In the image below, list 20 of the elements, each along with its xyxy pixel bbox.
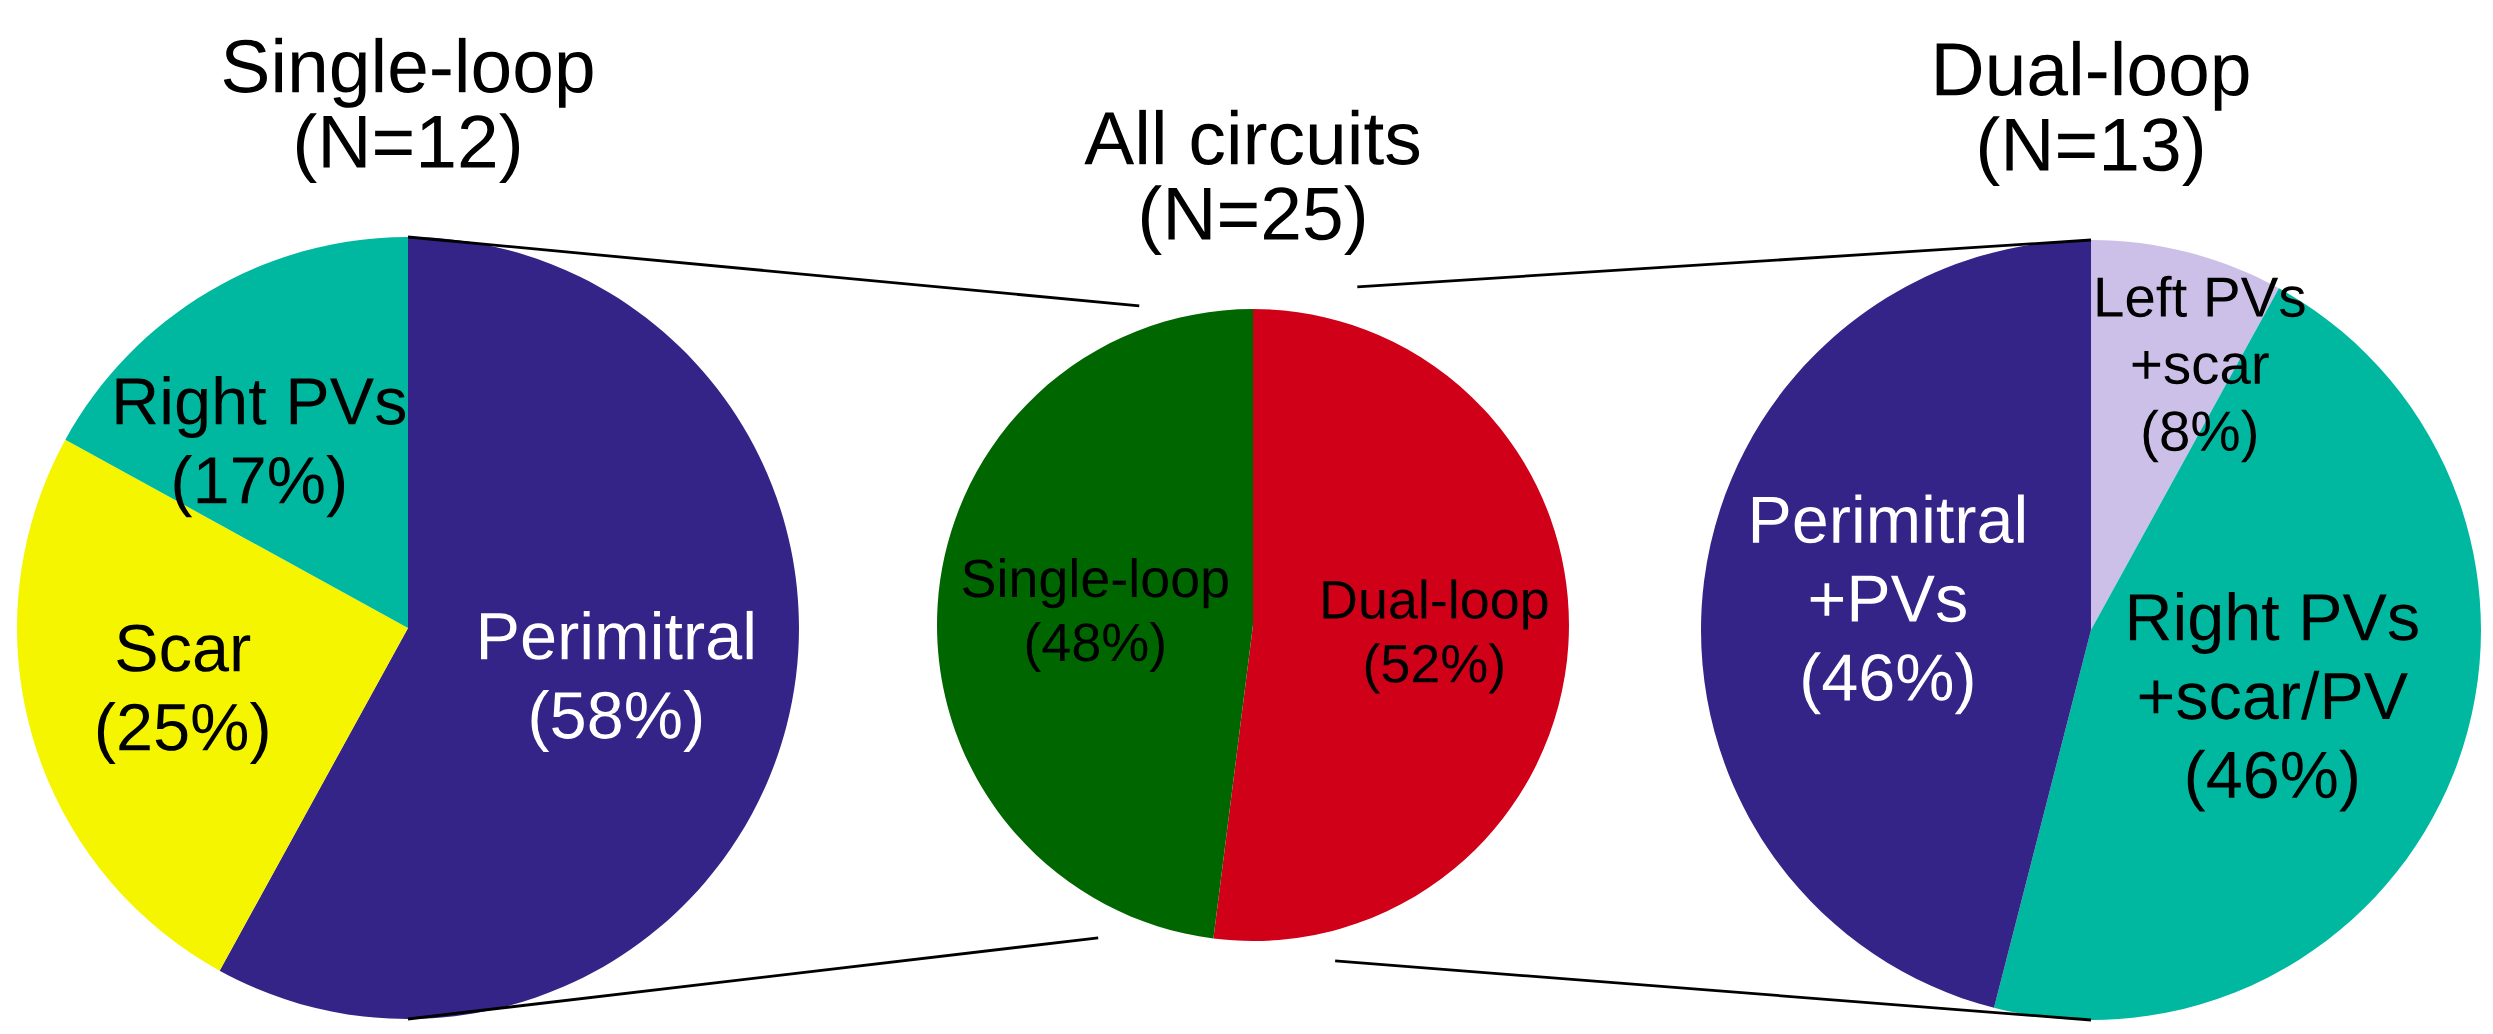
- slice-label: Scar: [117, 624, 251, 672]
- slice-label: Single-loop: [962, 558, 1228, 609]
- slice-label: Right PVs +scar/PV: [2129, 591, 2418, 720]
- slice-label: Dual-loop: [1323, 579, 1548, 630]
- chart-title: All circuits (N=25): [1084, 109, 1420, 256]
- pie-slice: [1701, 240, 2091, 1008]
- slice-label: Perimitral: [481, 610, 753, 660]
- pie-slice: [17, 439, 408, 971]
- slice-label: Perimitral +PVs: [1752, 494, 2024, 623]
- chart-title: Dual-loop (N=13): [1936, 40, 2249, 187]
- data-label: (46%): [2187, 749, 2357, 812]
- data-label: (17%): [174, 455, 345, 518]
- data-label: (48%): [1026, 621, 1164, 673]
- slice-label: Right PVs: [116, 375, 406, 439]
- data-label: (58%): [531, 689, 702, 753]
- data-label: (46%): [1803, 652, 1973, 715]
- chart-title: Single-loop (N=12): [223, 37, 593, 184]
- data-label: (52%): [1365, 643, 1503, 694]
- pie-slice: [937, 309, 1253, 939]
- data-label: (25%): [97, 701, 268, 765]
